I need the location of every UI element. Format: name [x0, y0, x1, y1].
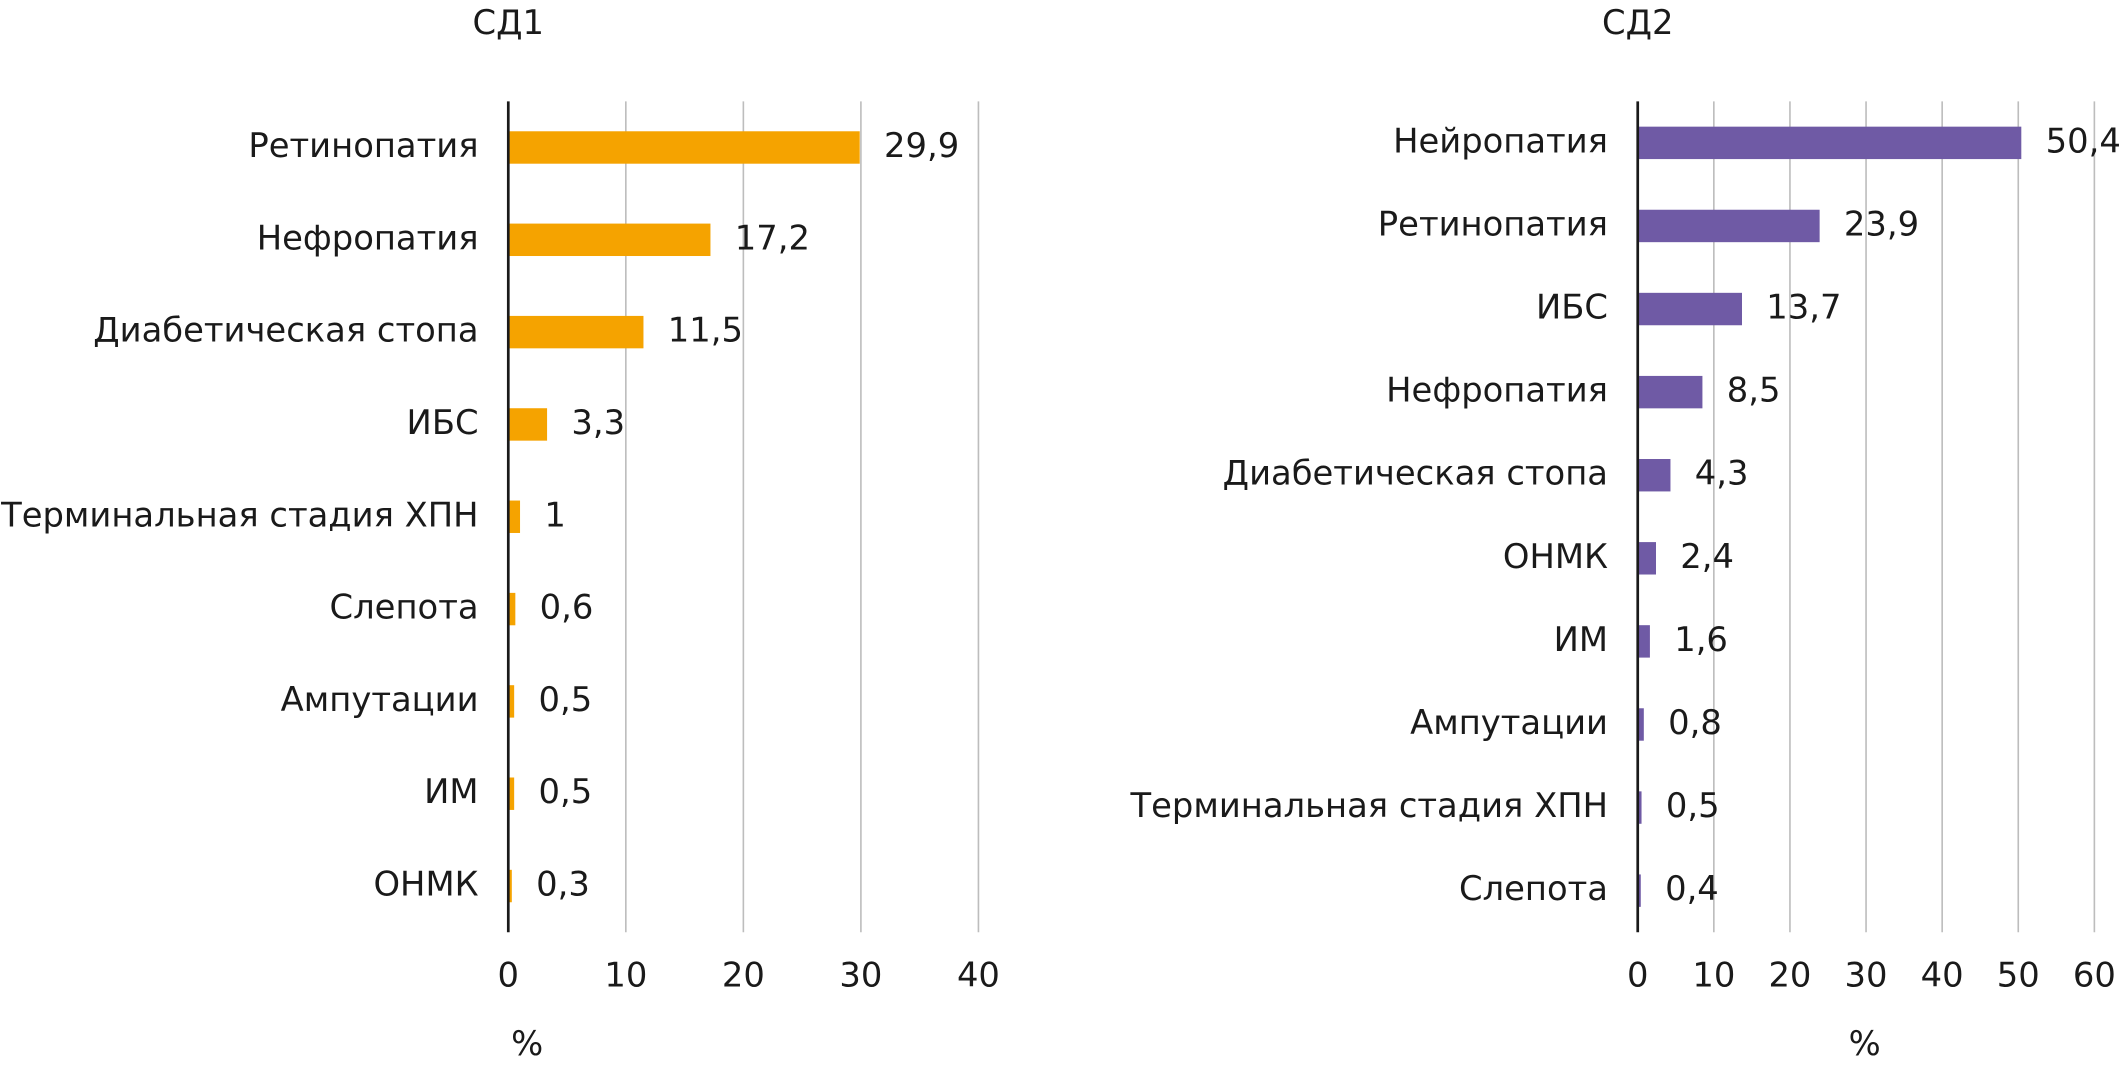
x-tick-label: 30	[839, 955, 882, 994]
y-tick-label: Слепота	[1459, 869, 1608, 908]
y-tick-label: Диабетическая стопа	[1223, 454, 1608, 493]
bar	[508, 500, 521, 533]
x-tick-label: 60	[2073, 955, 2116, 994]
bar	[508, 777, 515, 810]
bar	[508, 408, 548, 441]
x-tick-label: 40	[957, 955, 1000, 994]
value-label: 23,9	[1844, 204, 1919, 243]
y-tick-label: ИМ	[1554, 620, 1608, 659]
value-label: 11,5	[668, 311, 743, 350]
x-tick-label: 10	[604, 955, 647, 994]
y-tick-label: Нефропатия	[257, 218, 479, 257]
chart-title: СД1	[473, 3, 544, 42]
bar	[508, 315, 644, 349]
y-tick-label: ОНМК	[373, 865, 478, 904]
value-label: 0,8	[1668, 703, 1722, 742]
bar	[1637, 708, 1644, 741]
bar	[1637, 542, 1656, 575]
bar	[508, 131, 860, 164]
y-tick-label: Ретинопатия	[1378, 204, 1608, 243]
bar	[1637, 375, 1703, 409]
bar	[1637, 209, 1820, 243]
value-label: 0,5	[1666, 786, 1720, 825]
bar	[1637, 126, 2022, 160]
bar	[1637, 874, 1641, 907]
value-label: 0,6	[540, 588, 594, 627]
bar	[1637, 625, 1650, 658]
y-tick-label: ИБС	[1536, 288, 1608, 327]
y-tick-label: Нейропатия	[1393, 121, 1608, 160]
y-tick-label: Нефропатия	[1386, 371, 1608, 410]
y-tick-label: ИБС	[407, 403, 479, 442]
y-tick-label: Терминальная стадия ХПН	[0, 495, 478, 534]
y-tick-label: Диабетическая стопа	[93, 311, 478, 350]
x-tick-label: 0	[498, 955, 519, 994]
x-tick-label: 20	[1768, 955, 1811, 994]
bar	[508, 223, 711, 257]
value-label: 1,6	[1674, 620, 1728, 659]
bar	[1637, 292, 1742, 326]
y-tick-label: ОНМК	[1503, 537, 1608, 576]
value-label: 8,5	[1727, 371, 1781, 410]
x-tick-label: 40	[1921, 955, 1964, 994]
value-label: 4,3	[1695, 454, 1749, 493]
bar	[1637, 459, 1671, 492]
value-label: 50,4	[2046, 121, 2119, 160]
chart-title: СД2	[1602, 3, 1673, 42]
bar	[508, 685, 515, 718]
value-label: 29,9	[884, 126, 959, 165]
y-tick-label: Ретинопатия	[248, 126, 478, 165]
value-label: 0,4	[1665, 869, 1719, 908]
y-tick-label: Слепота	[330, 588, 479, 627]
value-label: 13,7	[1766, 288, 1841, 327]
value-label: 0,3	[536, 865, 590, 904]
value-label: 0,5	[538, 680, 592, 719]
value-label: 2,4	[1680, 537, 1734, 576]
x-tick-label: 0	[1627, 955, 1648, 994]
value-label: 17,2	[735, 218, 810, 257]
x-tick-label: 10	[1692, 955, 1735, 994]
x-tick-label: 20	[722, 955, 765, 994]
value-label: 1	[544, 495, 565, 534]
bar	[508, 592, 516, 626]
value-label: 0,5	[538, 772, 592, 811]
y-tick-label: Терминальная стадия ХПН	[1130, 786, 1608, 825]
x-tick-label: 30	[1845, 955, 1888, 994]
x-axis-label: %	[1849, 1024, 1881, 1063]
y-tick-label: Ампутации	[1410, 703, 1608, 742]
bar	[1637, 791, 1642, 824]
bar	[508, 869, 512, 903]
y-tick-label: ИМ	[424, 772, 478, 811]
x-axis-label: %	[511, 1024, 543, 1063]
x-tick-label: 50	[1997, 955, 2040, 994]
value-label: 3,3	[571, 403, 625, 442]
y-tick-label: Ампутации	[281, 680, 479, 719]
